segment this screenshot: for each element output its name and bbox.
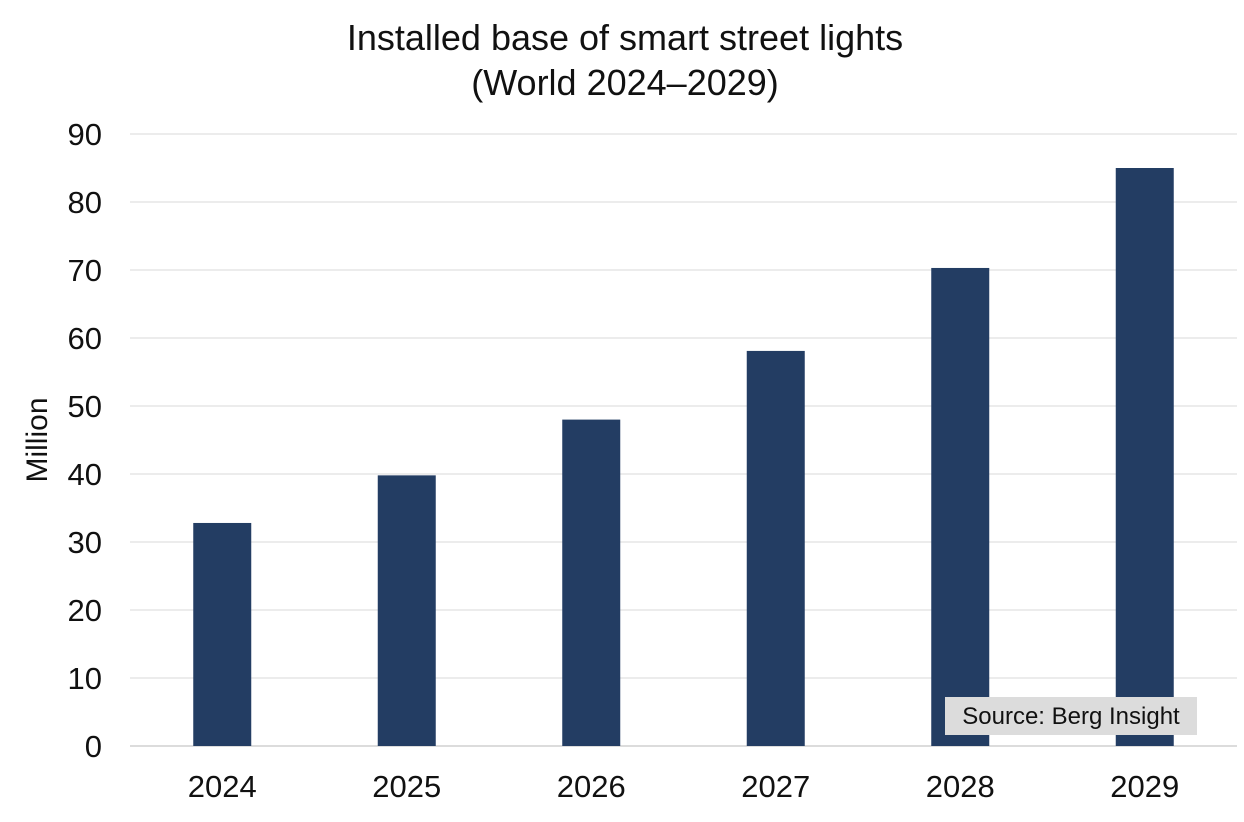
gridlines [130, 133, 1237, 747]
x-tick-label: 2024 [188, 769, 257, 804]
bar-2027 [746, 350, 805, 746]
bar-2025 [377, 475, 436, 746]
bars [193, 168, 1174, 746]
bar-2026 [562, 419, 621, 746]
y-tick-label: 30 [68, 525, 102, 560]
bar-2024 [193, 522, 252, 746]
x-axis-ticks: 2024 2025 2026 2027 2028 2029 [188, 769, 1179, 804]
source-annotation-text: Source: Berg Insight [962, 703, 1180, 730]
y-tick-label: 80 [68, 185, 102, 220]
bar-2029 [1115, 168, 1174, 746]
y-tick-label: 40 [68, 457, 102, 492]
y-axis-ticks: 0 10 20 30 40 50 60 70 80 90 [68, 117, 102, 764]
y-axis-label: Million [21, 397, 54, 482]
x-tick-label: 2029 [1110, 769, 1179, 804]
x-tick-label: 2027 [741, 769, 810, 804]
y-tick-label: 90 [68, 117, 102, 152]
y-tick-label: 50 [68, 389, 102, 424]
chart-title: Installed base of smart street lights [347, 17, 903, 58]
y-tick-label: 60 [68, 321, 102, 356]
source-annotation: Source: Berg Insight [945, 697, 1197, 735]
y-tick-label: 20 [68, 593, 102, 628]
x-tick-label: 2026 [557, 769, 626, 804]
bar-2028 [931, 267, 990, 746]
x-tick-label: 2025 [372, 769, 441, 804]
y-tick-label: 10 [68, 661, 102, 696]
chart-subtitle: (World 2024–2029) [471, 62, 779, 103]
x-tick-label: 2028 [926, 769, 995, 804]
source-annotation-background [945, 697, 1197, 735]
y-tick-label: 0 [85, 729, 102, 764]
y-tick-label: 70 [68, 253, 102, 288]
